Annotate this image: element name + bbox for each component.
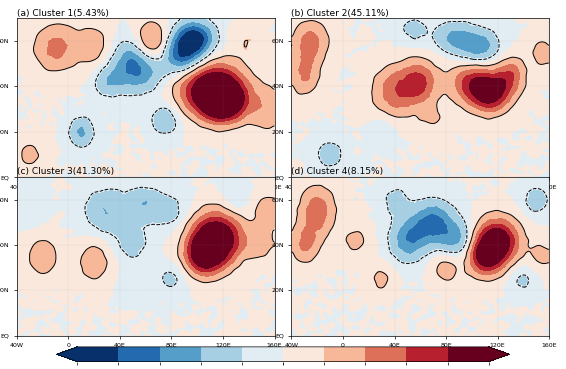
PathPatch shape — [57, 347, 77, 362]
Text: (c) Cluster 3(41.30%): (c) Cluster 3(41.30%) — [17, 168, 114, 176]
Text: (a) Cluster 1(5.43%): (a) Cluster 1(5.43%) — [17, 9, 109, 18]
Text: (d) Cluster 4(8.15%): (d) Cluster 4(8.15%) — [291, 168, 384, 176]
Text: (b) Cluster 2(45.11%): (b) Cluster 2(45.11%) — [291, 9, 389, 18]
PathPatch shape — [489, 347, 509, 362]
